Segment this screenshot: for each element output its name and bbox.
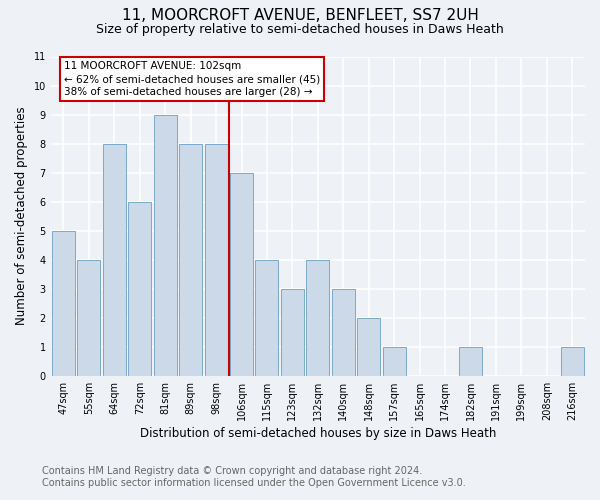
Bar (561, 347, 584, 376)
X-axis label: Distribution of semi-detached houses by size in Daws Heath: Distribution of semi-detached houses by … (140, 427, 496, 440)
Text: 11 MOORCROFT AVENUE: 102sqm
← 62% of semi-detached houses are smaller (45)
38% o: 11 MOORCROFT AVENUE: 102sqm ← 62% of sem… (64, 61, 320, 98)
Bar (357, 318, 380, 376)
Bar (154, 114, 176, 376)
Text: Contains HM Land Registry data © Crown copyright and database right 2024.
Contai: Contains HM Land Registry data © Crown c… (42, 466, 466, 487)
Bar (52, 230, 75, 376)
Y-axis label: Number of semi-detached properties: Number of semi-detached properties (15, 107, 28, 326)
Bar (332, 288, 355, 376)
Bar (281, 288, 304, 376)
Bar (459, 347, 482, 376)
Bar (307, 260, 329, 376)
Bar (179, 144, 202, 376)
Bar (205, 144, 227, 376)
Bar (103, 144, 126, 376)
Bar (128, 202, 151, 376)
Bar (230, 172, 253, 376)
Bar (77, 260, 100, 376)
Bar (256, 260, 278, 376)
Bar (383, 347, 406, 376)
Text: Size of property relative to semi-detached houses in Daws Heath: Size of property relative to semi-detach… (96, 22, 504, 36)
Text: 11, MOORCROFT AVENUE, BENFLEET, SS7 2UH: 11, MOORCROFT AVENUE, BENFLEET, SS7 2UH (122, 8, 478, 22)
